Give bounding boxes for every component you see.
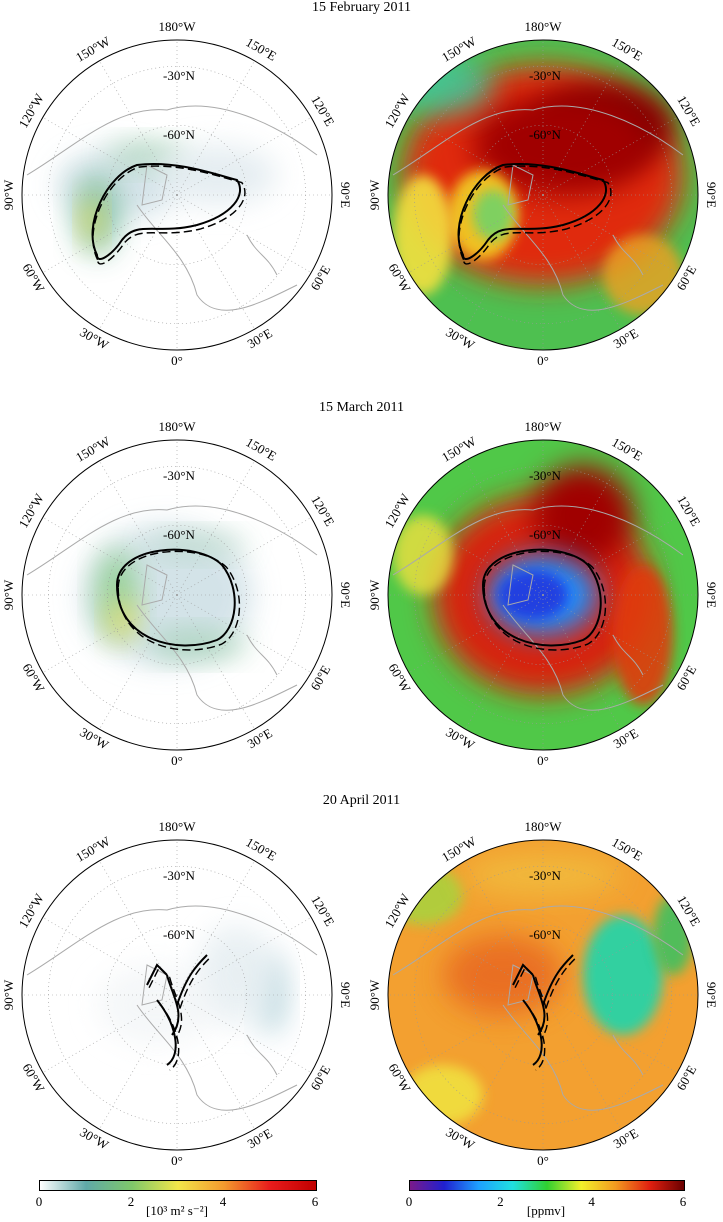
vortex-edge-solid bbox=[115, 548, 236, 647]
longitude-label: 90°E bbox=[704, 182, 719, 208]
longitude-label: 90°E bbox=[338, 582, 353, 608]
longitude-label: 0° bbox=[171, 753, 183, 768]
latitude-label: -30°N bbox=[163, 868, 196, 883]
longitude-label: 180°W bbox=[525, 419, 563, 434]
map-boundary bbox=[21, 39, 333, 351]
colorbar-tick: 0 bbox=[35, 1194, 43, 1209]
map-boundary bbox=[387, 439, 699, 751]
coastlines bbox=[392, 905, 684, 1111]
polar-map-panel: 180°W150°E120°E90°E60°E30°E0°30°W60°W90°… bbox=[367, 19, 719, 368]
coastlines bbox=[392, 105, 684, 311]
polar-maps: 180°W150°E120°E90°E60°E30°E0°30°W60°W90°… bbox=[1, 19, 719, 1168]
coastlines bbox=[26, 505, 318, 711]
vortex-edge-solid bbox=[457, 163, 608, 260]
longitude-label: 90°E bbox=[338, 982, 353, 1008]
latitude-label: -60°N bbox=[163, 927, 196, 942]
row-title-1: 15 February 2011 bbox=[311, 0, 412, 15]
longitude-label: 90°W bbox=[1, 979, 16, 1010]
vortex-edge-dashed bbox=[483, 550, 607, 651]
row-title-3: 20 April 2011 bbox=[322, 793, 401, 808]
latitude-label: -30°N bbox=[163, 68, 196, 83]
polar-map-panel: 180°W150°E120°E90°E60°E30°E0°30°W60°W90°… bbox=[367, 419, 719, 768]
vortex-edge-dashed bbox=[92, 165, 246, 265]
colorbar-tick: 6 bbox=[311, 1194, 319, 1209]
longitude-label: 180°W bbox=[159, 819, 197, 834]
latitude-label: -30°N bbox=[529, 68, 562, 83]
row-title-2: 15 March 2011 bbox=[318, 400, 405, 415]
longitude-label: 90°W bbox=[1, 579, 16, 610]
colorbar-tick: 2 bbox=[127, 1194, 135, 1209]
parallel bbox=[472, 924, 614, 1066]
longitude-label: 0° bbox=[537, 1153, 549, 1168]
longitude-label: 90°E bbox=[704, 982, 719, 1008]
map-boundary bbox=[21, 839, 333, 1151]
latitude-label: -60°N bbox=[529, 927, 562, 942]
parallel bbox=[472, 124, 614, 266]
longitude-label: 180°W bbox=[159, 19, 197, 34]
longitude-label: 90°E bbox=[338, 182, 353, 208]
longitude-label: 0° bbox=[537, 353, 549, 368]
longitude-label: 90°W bbox=[367, 179, 382, 210]
colorbar-energy bbox=[39, 1180, 317, 1191]
vortex-edge-dashed bbox=[117, 550, 241, 651]
polar-map-panel: 180°W150°E120°E90°E60°E30°E0°30°W60°W90°… bbox=[367, 819, 719, 1168]
colorbar-tick: 4 bbox=[219, 1194, 227, 1209]
longitude-label: 0° bbox=[171, 1153, 183, 1168]
longitude-label: 90°W bbox=[1, 179, 16, 210]
longitude-label: 180°W bbox=[525, 819, 563, 834]
latitude-label: -30°N bbox=[529, 868, 562, 883]
parallel bbox=[106, 524, 248, 666]
coastlines bbox=[26, 905, 318, 1111]
vortex-edge-dashed bbox=[458, 165, 612, 265]
colorbar-ozone bbox=[409, 1180, 685, 1191]
longitude-label: 90°W bbox=[367, 979, 382, 1010]
colorbar-tick: 6 bbox=[679, 1194, 687, 1209]
map-boundary bbox=[387, 839, 699, 1151]
polar-map-panel: 180°W150°E120°E90°E60°E30°E0°30°W60°W90°… bbox=[1, 819, 353, 1168]
colorbar-tick: 4 bbox=[588, 1194, 595, 1209]
polar-map-panel: 180°W150°E120°E90°E60°E30°E0°30°W60°W90°… bbox=[1, 419, 353, 768]
latitude-label: -60°N bbox=[163, 527, 196, 542]
colorbar-energy-unit: [10³ m² s⁻²] bbox=[146, 1203, 208, 1218]
colorbar-ozone-unit: [ppmv] bbox=[526, 1203, 566, 1218]
latitude-label: -60°N bbox=[163, 127, 196, 142]
longitude-label: 180°W bbox=[159, 419, 197, 434]
map-boundary bbox=[21, 439, 333, 751]
latitude-label: -60°N bbox=[529, 527, 562, 542]
latitude-label: -60°N bbox=[529, 127, 562, 142]
vortex-edge-solid bbox=[512, 954, 574, 1066]
longitude-label: 0° bbox=[171, 353, 183, 368]
colorbar-tick: 0 bbox=[405, 1194, 413, 1209]
map-boundary bbox=[387, 39, 699, 351]
longitude-label: 0° bbox=[537, 753, 549, 768]
parallel bbox=[472, 524, 614, 666]
coastlines bbox=[26, 105, 318, 311]
vortex-edge-solid bbox=[146, 954, 208, 1066]
polar-map-panel: 180°W150°E120°E90°E60°E30°E0°30°W60°W90°… bbox=[1, 19, 353, 368]
longitude-label: 90°E bbox=[704, 582, 719, 608]
vortex-edge-solid bbox=[481, 548, 602, 647]
latitude-label: -30°N bbox=[163, 468, 196, 483]
longitude-label: 180°W bbox=[525, 19, 563, 34]
coastlines bbox=[392, 505, 684, 711]
colorbar-tick: 2 bbox=[497, 1194, 504, 1209]
parallel bbox=[106, 124, 248, 266]
latitude-label: -30°N bbox=[529, 468, 562, 483]
parallel bbox=[106, 924, 248, 1066]
longitude-label: 90°W bbox=[367, 579, 382, 610]
vortex-edge-solid bbox=[91, 163, 242, 260]
